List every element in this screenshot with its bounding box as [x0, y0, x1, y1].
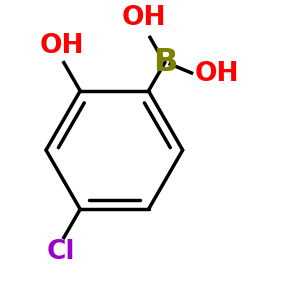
Text: OH: OH	[40, 33, 85, 59]
Text: OH: OH	[195, 61, 239, 88]
Text: B: B	[153, 47, 177, 78]
Text: Cl: Cl	[46, 239, 75, 266]
Text: OH: OH	[122, 5, 166, 31]
